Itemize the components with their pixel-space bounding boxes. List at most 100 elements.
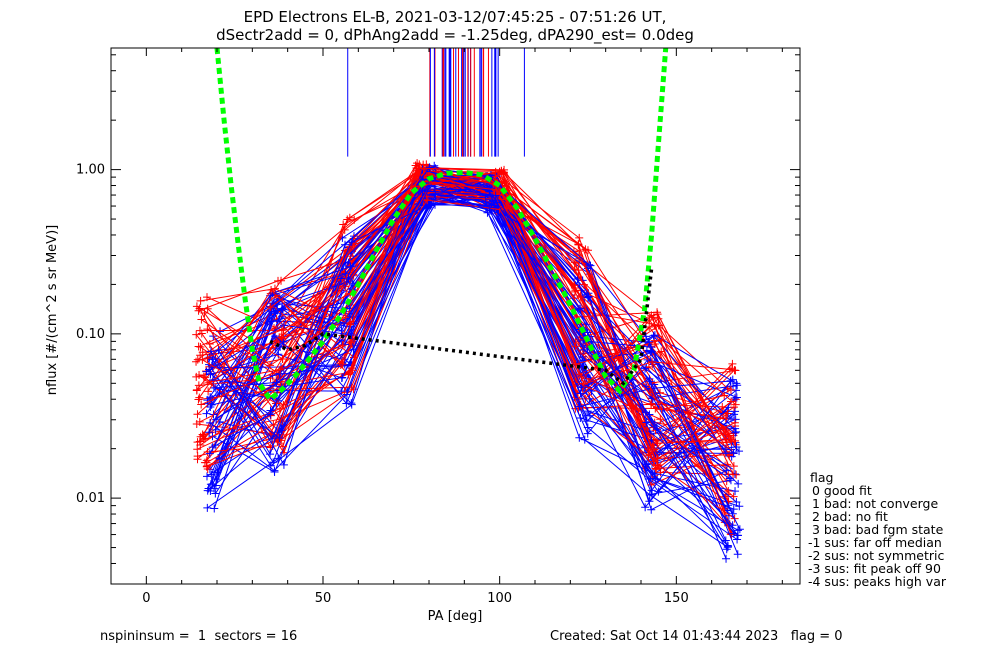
chart-title-line1: EPD Electrons EL-B, 2021-03-12/07:45:25 …	[244, 8, 667, 26]
red-sweep-line	[206, 167, 725, 464]
x-tick-label: 100	[487, 591, 512, 606]
green-fit-curve	[214, 47, 669, 403]
blue-sweep-line-marker	[202, 472, 211, 481]
red-sweep-line-marker	[729, 462, 738, 471]
red-sweep-line-marker	[580, 380, 589, 389]
red-sweep-line-marker	[495, 167, 504, 176]
blue-sweep-line-marker	[584, 292, 593, 301]
legend-item: -1 sus: far off median	[808, 535, 942, 550]
blue-sweep-line-marker	[206, 347, 215, 356]
blue-sweep-line-marker	[721, 449, 730, 458]
blue-sweep-line-marker	[731, 407, 740, 416]
red-sweep-line-marker	[647, 399, 656, 408]
red-sweep-line	[199, 181, 727, 449]
red-sweep-line-marker	[340, 225, 349, 234]
footer-right: Created: Sat Oct 14 01:43:44 2023 flag =…	[550, 629, 843, 644]
flag-legend: flag 0 good fit 1 bad: not converge 2 ba…	[808, 470, 947, 589]
blue-sweep-line-marker	[731, 487, 740, 496]
legend-item: -3 sus: fit peak off 90	[808, 561, 941, 576]
blue-sweep-line-marker	[642, 418, 651, 427]
red-sweep-line-marker	[571, 342, 580, 351]
blue-sweep-line-marker	[216, 327, 225, 336]
legend-item: -4 sus: peaks high var	[808, 574, 947, 589]
blue-sweep-line-marker	[729, 505, 738, 514]
y-axis-label: nflux [#/(cm^2 s sr MeV)]	[45, 225, 60, 395]
red-sweep-line-marker	[196, 343, 205, 352]
blue-sweep-line-marker	[211, 383, 220, 392]
legend-item: 1 bad: not converge	[808, 496, 938, 511]
blue-sweep-line	[213, 184, 734, 470]
blue-sweep-line-marker	[731, 428, 740, 437]
footer-left: nspininsum = 1 sectors = 16	[100, 629, 297, 644]
red-sweep-line-marker	[193, 410, 202, 419]
blue-sweep-line-marker	[724, 542, 733, 551]
blue-sweep-line-marker	[650, 331, 659, 340]
red-sweep-line-marker	[570, 281, 579, 290]
blue-sweep-line-marker	[212, 475, 221, 484]
red-sweep-line-marker	[729, 429, 738, 438]
blue-sweep-line	[214, 188, 731, 494]
blue-sweep-line-marker	[214, 346, 223, 355]
legend-title: flag	[810, 470, 833, 485]
legend-item: -2 sus: not symmetric	[808, 548, 944, 563]
blue-sweep-line-marker	[733, 550, 742, 559]
red-sweep-line-marker	[270, 284, 279, 293]
legend-item: 0 good fit	[808, 483, 872, 498]
y-tick-label: 0.10	[76, 327, 105, 342]
red-sweep-line-marker	[653, 439, 662, 448]
blue-sweep-line-marker	[203, 486, 212, 495]
blue-sweep-line-marker	[726, 476, 735, 485]
x-tick-label: 0	[142, 591, 150, 606]
blue-sweep-line	[210, 194, 736, 509]
red-sweep-line-marker	[338, 360, 347, 369]
blue-sweep-line-marker	[645, 490, 654, 499]
blue-sweep-line-marker	[202, 367, 211, 376]
red-sweep-line-marker	[652, 465, 661, 474]
red-sweep-line-marker	[338, 341, 347, 350]
red-sweep-line-marker	[579, 280, 588, 289]
red-sweep-line-marker	[726, 435, 735, 444]
legend-item: 3 bad: bad fgm state	[808, 522, 944, 537]
blue-sweep-line-marker	[734, 479, 743, 488]
blue-sweep-line-marker	[722, 466, 731, 475]
red-sweep-line-marker	[195, 370, 204, 379]
red-sweep-line-marker	[345, 213, 354, 222]
blue-sweep-line-marker	[208, 443, 217, 452]
blue-sweep-line-marker	[425, 163, 434, 172]
blue-sweep-line-marker	[724, 511, 733, 520]
blue-sweep-line-marker	[583, 407, 592, 416]
red-sweep-line	[207, 195, 736, 459]
blue-sweep-line-marker	[647, 505, 656, 514]
blue-sweep-line	[211, 196, 736, 430]
red-sweep-line-marker	[269, 420, 278, 429]
red-sweep-line-marker	[199, 372, 208, 381]
axes: 0 50 100 150 0.01 0.10 1.00	[76, 47, 801, 606]
blue-sweep-line-marker	[641, 332, 650, 341]
red-sweep-line-marker	[266, 361, 275, 370]
red-sweep-line-marker	[654, 314, 663, 323]
blue-sweep-line-marker	[735, 447, 744, 456]
blue-sweep-line-marker	[215, 388, 224, 397]
red-sweep-line-marker	[653, 308, 662, 317]
red-sweep-line-marker	[197, 400, 206, 409]
blue-sweep-line-marker	[337, 274, 346, 283]
blue-sweep-line-marker	[207, 400, 216, 409]
blue-sweep-line-marker	[735, 502, 744, 511]
red-sweep-line-marker	[267, 286, 276, 295]
blue-sweep-line-marker	[279, 337, 288, 346]
x-axis-label: PA [deg]	[428, 609, 483, 624]
blue-sweep-line-marker	[273, 306, 282, 315]
red-sweep-line-marker	[278, 442, 287, 451]
blue-sweep-line-marker	[646, 357, 655, 366]
x-tick-label: 50	[315, 591, 332, 606]
red-sweep-line-marker	[570, 258, 579, 267]
legend-item: 2 bad: no fit	[808, 509, 888, 524]
blue-sweep-line-marker	[347, 330, 356, 339]
blue-sweep-line-marker	[582, 411, 591, 420]
blue-sweep-line-marker	[347, 238, 356, 247]
red-sweep-line-marker	[423, 196, 432, 205]
red-sweep-line-marker	[195, 393, 204, 402]
blue-sweep-line-marker	[203, 503, 212, 512]
red-sweep-line-marker	[192, 302, 201, 311]
blue-sweep-line-marker	[276, 342, 285, 351]
